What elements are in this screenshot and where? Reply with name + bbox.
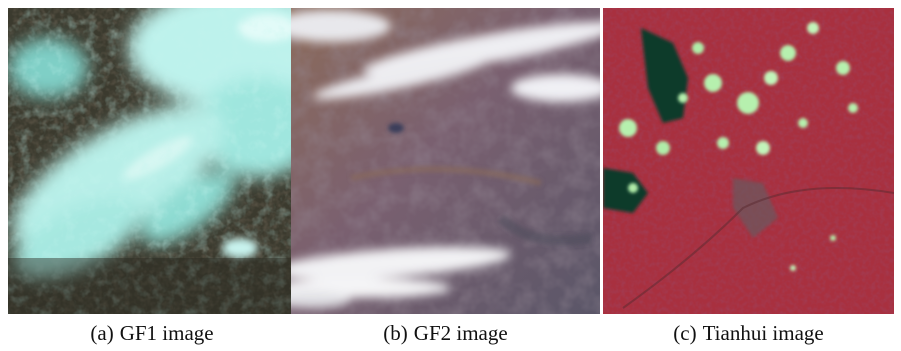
- tianhui-image-graphic: [603, 8, 894, 314]
- caption-tianhui: (c) Tianhui image: [603, 318, 894, 348]
- tianhui-clouds: [619, 22, 858, 271]
- caption-gf1-tag: (a): [90, 321, 114, 345]
- caption-gf2-tag: (b): [383, 321, 408, 345]
- gf2-image-graphic: [291, 8, 600, 314]
- gf2-lake: [388, 123, 404, 133]
- gf1-image-graphic: [8, 8, 296, 314]
- caption-gf2: (b) GF2 image: [291, 318, 600, 348]
- caption-tianhui-tag: (c): [673, 321, 697, 345]
- gf1-satellite-image: [8, 8, 296, 314]
- tianhui-water: [603, 28, 778, 238]
- caption-tianhui-text: Tianhui image: [702, 321, 824, 345]
- tianhui-satellite-image: [603, 8, 894, 314]
- caption-gf1-text: GF1 image: [119, 321, 214, 345]
- caption-gf1: (a) GF1 image: [8, 318, 296, 348]
- gf2-satellite-image: [291, 8, 600, 314]
- caption-gf2-text: GF2 image: [413, 321, 508, 345]
- gf2-cloud-bands: [291, 10, 600, 308]
